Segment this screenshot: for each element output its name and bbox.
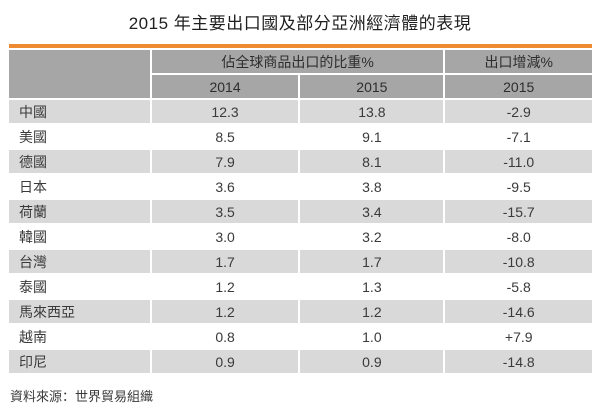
share-2014-cell: 7.9 — [151, 150, 299, 173]
share-2015-cell: 9.1 — [300, 125, 444, 148]
table-row: 美國 8.5 9.1 -7.1 — [9, 125, 592, 148]
share-2014-cell: 3.6 — [151, 175, 299, 198]
table-row: 德國 7.9 8.1 -11.0 — [9, 150, 592, 173]
growth-2015-cell: -10.8 — [445, 250, 592, 273]
share-2015-cell: 1.7 — [300, 250, 444, 273]
growth-2015-cell: -5.8 — [445, 275, 592, 298]
table-row: 荷蘭 3.5 3.4 -15.7 — [9, 200, 592, 223]
economy-cell: 印尼 — [9, 350, 150, 373]
share-2015-cell: 1.2 — [300, 300, 444, 323]
growth-2015-cell: -15.7 — [445, 200, 592, 223]
accent-bar-cell — [9, 44, 592, 48]
share-2015-cell: 0.9 — [300, 350, 444, 373]
blank-header-cell — [9, 50, 150, 98]
economy-cell: 荷蘭 — [9, 200, 150, 223]
table-row: 韓國 3.0 3.2 -8.0 — [9, 225, 592, 248]
growth-2015-cell: +7.9 — [445, 325, 592, 348]
table-row: 越南 0.8 1.0 +7.9 — [9, 325, 592, 348]
page: 2015 年主要出口國及部分亞洲經濟體的表現 佔全球商品出口的比重% 出口增減%… — [0, 9, 600, 405]
share-2015-cell: 1.3 — [300, 275, 444, 298]
share-2014-cell: 1.2 — [151, 300, 299, 323]
table-row: 馬來西亞 1.2 1.2 -14.6 — [9, 300, 592, 323]
year-header-2014: 2014 — [151, 75, 299, 98]
economy-cell: 台灣 — [9, 250, 150, 273]
share-2014-cell: 3.0 — [151, 225, 299, 248]
share-2014-cell: 8.5 — [151, 125, 299, 148]
share-2015-cell: 3.2 — [300, 225, 444, 248]
share-2014-cell: 3.5 — [151, 200, 299, 223]
growth-2015-cell: -14.6 — [445, 300, 592, 323]
economy-cell: 美國 — [9, 125, 150, 148]
year-header-2015-share: 2015 — [300, 75, 444, 98]
share-2014-cell: 1.2 — [151, 275, 299, 298]
table-row: 中國 12.3 13.8 -2.9 — [9, 100, 592, 123]
share-2014-cell: 0.9 — [151, 350, 299, 373]
economy-cell: 泰國 — [9, 275, 150, 298]
growth-2015-cell: -2.9 — [445, 100, 592, 123]
economy-cell: 中國 — [9, 100, 150, 123]
share-2015-cell: 8.1 — [300, 150, 444, 173]
table-body: 中國 12.3 13.8 -2.9 美國 8.5 9.1 -7.1 德國 7.9… — [9, 100, 592, 373]
table-row: 印尼 0.9 0.9 -14.8 — [9, 350, 592, 373]
economy-cell: 越南 — [9, 325, 150, 348]
share-2014-cell: 12.3 — [151, 100, 299, 123]
page-title: 2015 年主要出口國及部分亞洲經濟體的表現 — [128, 14, 472, 33]
economy-cell: 韓國 — [9, 225, 150, 248]
share-2015-cell: 3.8 — [300, 175, 444, 198]
growth-2015-cell: -14.8 — [445, 350, 592, 373]
export-table: 佔全球商品出口的比重% 出口增減% 2014 2015 2015 中國 12.3… — [7, 42, 594, 375]
growth-2015-cell: -8.0 — [445, 225, 592, 248]
table-row: 日本 3.6 3.8 -9.5 — [9, 175, 592, 198]
share-2014-cell: 0.8 — [151, 325, 299, 348]
year-header-2015-growth: 2015 — [445, 75, 592, 98]
growth-2015-cell: -7.1 — [445, 125, 592, 148]
year-header-row: 2014 2015 2015 — [9, 75, 592, 98]
group-header-share: 佔全球商品出口的比重% — [151, 50, 444, 73]
share-2015-cell: 3.4 — [300, 200, 444, 223]
share-2014-cell: 1.7 — [151, 250, 299, 273]
table-row: 泰國 1.2 1.3 -5.8 — [9, 275, 592, 298]
economy-cell: 日本 — [9, 175, 150, 198]
economy-cell: 德國 — [9, 150, 150, 173]
share-2015-cell: 1.0 — [300, 325, 444, 348]
table-accent-bar — [9, 44, 592, 48]
growth-2015-cell: -11.0 — [445, 150, 592, 173]
group-header-row: 佔全球商品出口的比重% 出口增減% — [9, 50, 592, 98]
group-header-growth: 出口增減% — [445, 50, 592, 73]
economy-cell: 馬來西亞 — [9, 300, 150, 323]
share-2015-cell: 13.8 — [300, 100, 444, 123]
table-row: 台灣 1.7 1.7 -10.8 — [9, 250, 592, 273]
source-note: 資料來源：世界貿易組織 — [10, 389, 154, 404]
growth-2015-cell: -9.5 — [445, 175, 592, 198]
